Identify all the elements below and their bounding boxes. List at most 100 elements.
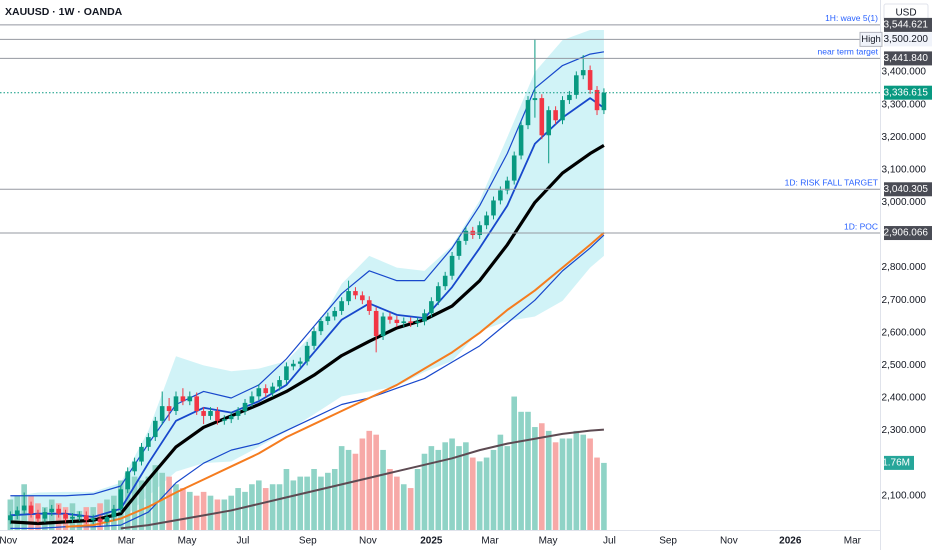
candle-body bbox=[435, 286, 441, 302]
candle-body bbox=[532, 98, 538, 101]
candle-body bbox=[118, 489, 124, 509]
x-tick-label: 2024 bbox=[52, 536, 75, 547]
volume-bar bbox=[297, 476, 304, 530]
volume-bar bbox=[456, 446, 462, 530]
volume-bar bbox=[463, 442, 469, 530]
candle-body bbox=[270, 386, 275, 394]
volume-bar bbox=[442, 442, 448, 530]
candle-body bbox=[97, 518, 103, 522]
volume-bar bbox=[400, 484, 407, 530]
candle-body bbox=[539, 98, 545, 136]
candle-body bbox=[415, 321, 420, 324]
price-tag: 3,441.840 bbox=[884, 53, 929, 64]
y-tick-label: 2,100.000 bbox=[882, 490, 927, 501]
volume-bar bbox=[304, 476, 310, 530]
x-tick-label: May bbox=[539, 536, 558, 547]
candle-body bbox=[180, 396, 186, 402]
volume-bar bbox=[387, 468, 393, 530]
volume-bar bbox=[601, 462, 607, 530]
volume-bar bbox=[256, 480, 262, 530]
y-tick-label: 2,600.000 bbox=[882, 327, 927, 338]
candle-body bbox=[125, 471, 130, 490]
candle-body bbox=[346, 291, 351, 302]
candle-body bbox=[21, 505, 27, 511]
volume-bar bbox=[187, 491, 193, 530]
volume-bar bbox=[207, 495, 214, 530]
volume-bar bbox=[276, 484, 283, 530]
x-tick-label: May bbox=[178, 536, 197, 547]
candle-body bbox=[263, 388, 269, 394]
indicator-line bbox=[120, 428, 604, 530]
candle-body bbox=[449, 255, 455, 276]
volume-bar bbox=[200, 491, 207, 530]
candle-body bbox=[49, 508, 55, 513]
volume-bar bbox=[173, 484, 179, 530]
x-tick-label: Mar bbox=[481, 536, 499, 547]
volume-bar bbox=[159, 472, 165, 530]
candle-body bbox=[491, 200, 496, 216]
candle-body bbox=[242, 402, 248, 412]
candle-body bbox=[429, 301, 434, 314]
volume-tag: 1.76M bbox=[882, 458, 910, 469]
volume-bar bbox=[469, 457, 476, 530]
volume-bar bbox=[166, 476, 172, 530]
volume-bar bbox=[435, 449, 442, 530]
volume-bar bbox=[249, 484, 255, 530]
candle-body bbox=[42, 512, 48, 519]
candle-body bbox=[394, 319, 400, 324]
volume-bar bbox=[532, 427, 538, 530]
indicator-line bbox=[10, 51, 605, 497]
price-tag-bg bbox=[884, 51, 932, 66]
price-tag: 3,500.200 bbox=[884, 34, 929, 45]
candle-body bbox=[56, 508, 61, 514]
y-tick-label: 3,100.000 bbox=[882, 164, 927, 175]
level-label: 1H: wave 5(1) bbox=[825, 13, 878, 23]
candle-body bbox=[70, 516, 75, 519]
volume-bar bbox=[407, 488, 414, 530]
candle-body bbox=[525, 100, 531, 126]
x-tick-label: Mar bbox=[844, 536, 862, 547]
volume-bar bbox=[228, 495, 235, 530]
currency[interactable]: USD bbox=[895, 8, 916, 19]
volume-bar bbox=[511, 396, 517, 530]
x-tick-label: Jul bbox=[603, 536, 616, 547]
candle-body bbox=[560, 100, 565, 121]
candle-body bbox=[304, 345, 310, 362]
last-price-tag: 3,336.615 bbox=[884, 87, 929, 98]
volume-bar bbox=[180, 488, 186, 530]
candle-body bbox=[387, 316, 393, 320]
volume-bar bbox=[311, 468, 317, 530]
volume-bar bbox=[331, 468, 338, 530]
candle-body bbox=[249, 396, 255, 403]
volume-tag-bg bbox=[884, 455, 914, 470]
candle-body bbox=[256, 388, 262, 397]
volume-bar bbox=[242, 491, 248, 530]
volume-bar bbox=[573, 430, 580, 530]
volume-bar bbox=[483, 457, 490, 530]
candle-body bbox=[574, 75, 579, 95]
volume-bar bbox=[559, 438, 566, 530]
candle-body bbox=[28, 505, 34, 514]
candle-body bbox=[373, 310, 379, 337]
volume-bar bbox=[269, 484, 276, 530]
candle-body bbox=[187, 396, 193, 402]
volume-bar bbox=[214, 499, 221, 530]
volume-bar bbox=[594, 457, 600, 530]
volume-bar bbox=[345, 449, 352, 530]
indicator-line bbox=[10, 97, 605, 518]
y-tick-label: 2,300.000 bbox=[882, 425, 927, 436]
candle-body bbox=[291, 363, 296, 367]
volume-bar bbox=[124, 472, 131, 530]
level-label: 1D: RISK FALL TARGET bbox=[785, 178, 878, 188]
candle-body bbox=[587, 70, 593, 90]
candle-body bbox=[546, 110, 552, 136]
candle-body bbox=[132, 461, 137, 472]
level-label: 1D: POC bbox=[844, 221, 878, 231]
candle-body bbox=[498, 190, 503, 201]
candle-body bbox=[366, 300, 372, 311]
price-tag: 3,040.305 bbox=[884, 184, 929, 195]
symbol-title: XAUUSD · 1W · OANDA bbox=[5, 6, 123, 18]
candle-body bbox=[222, 419, 227, 421]
candle-body bbox=[83, 515, 89, 521]
